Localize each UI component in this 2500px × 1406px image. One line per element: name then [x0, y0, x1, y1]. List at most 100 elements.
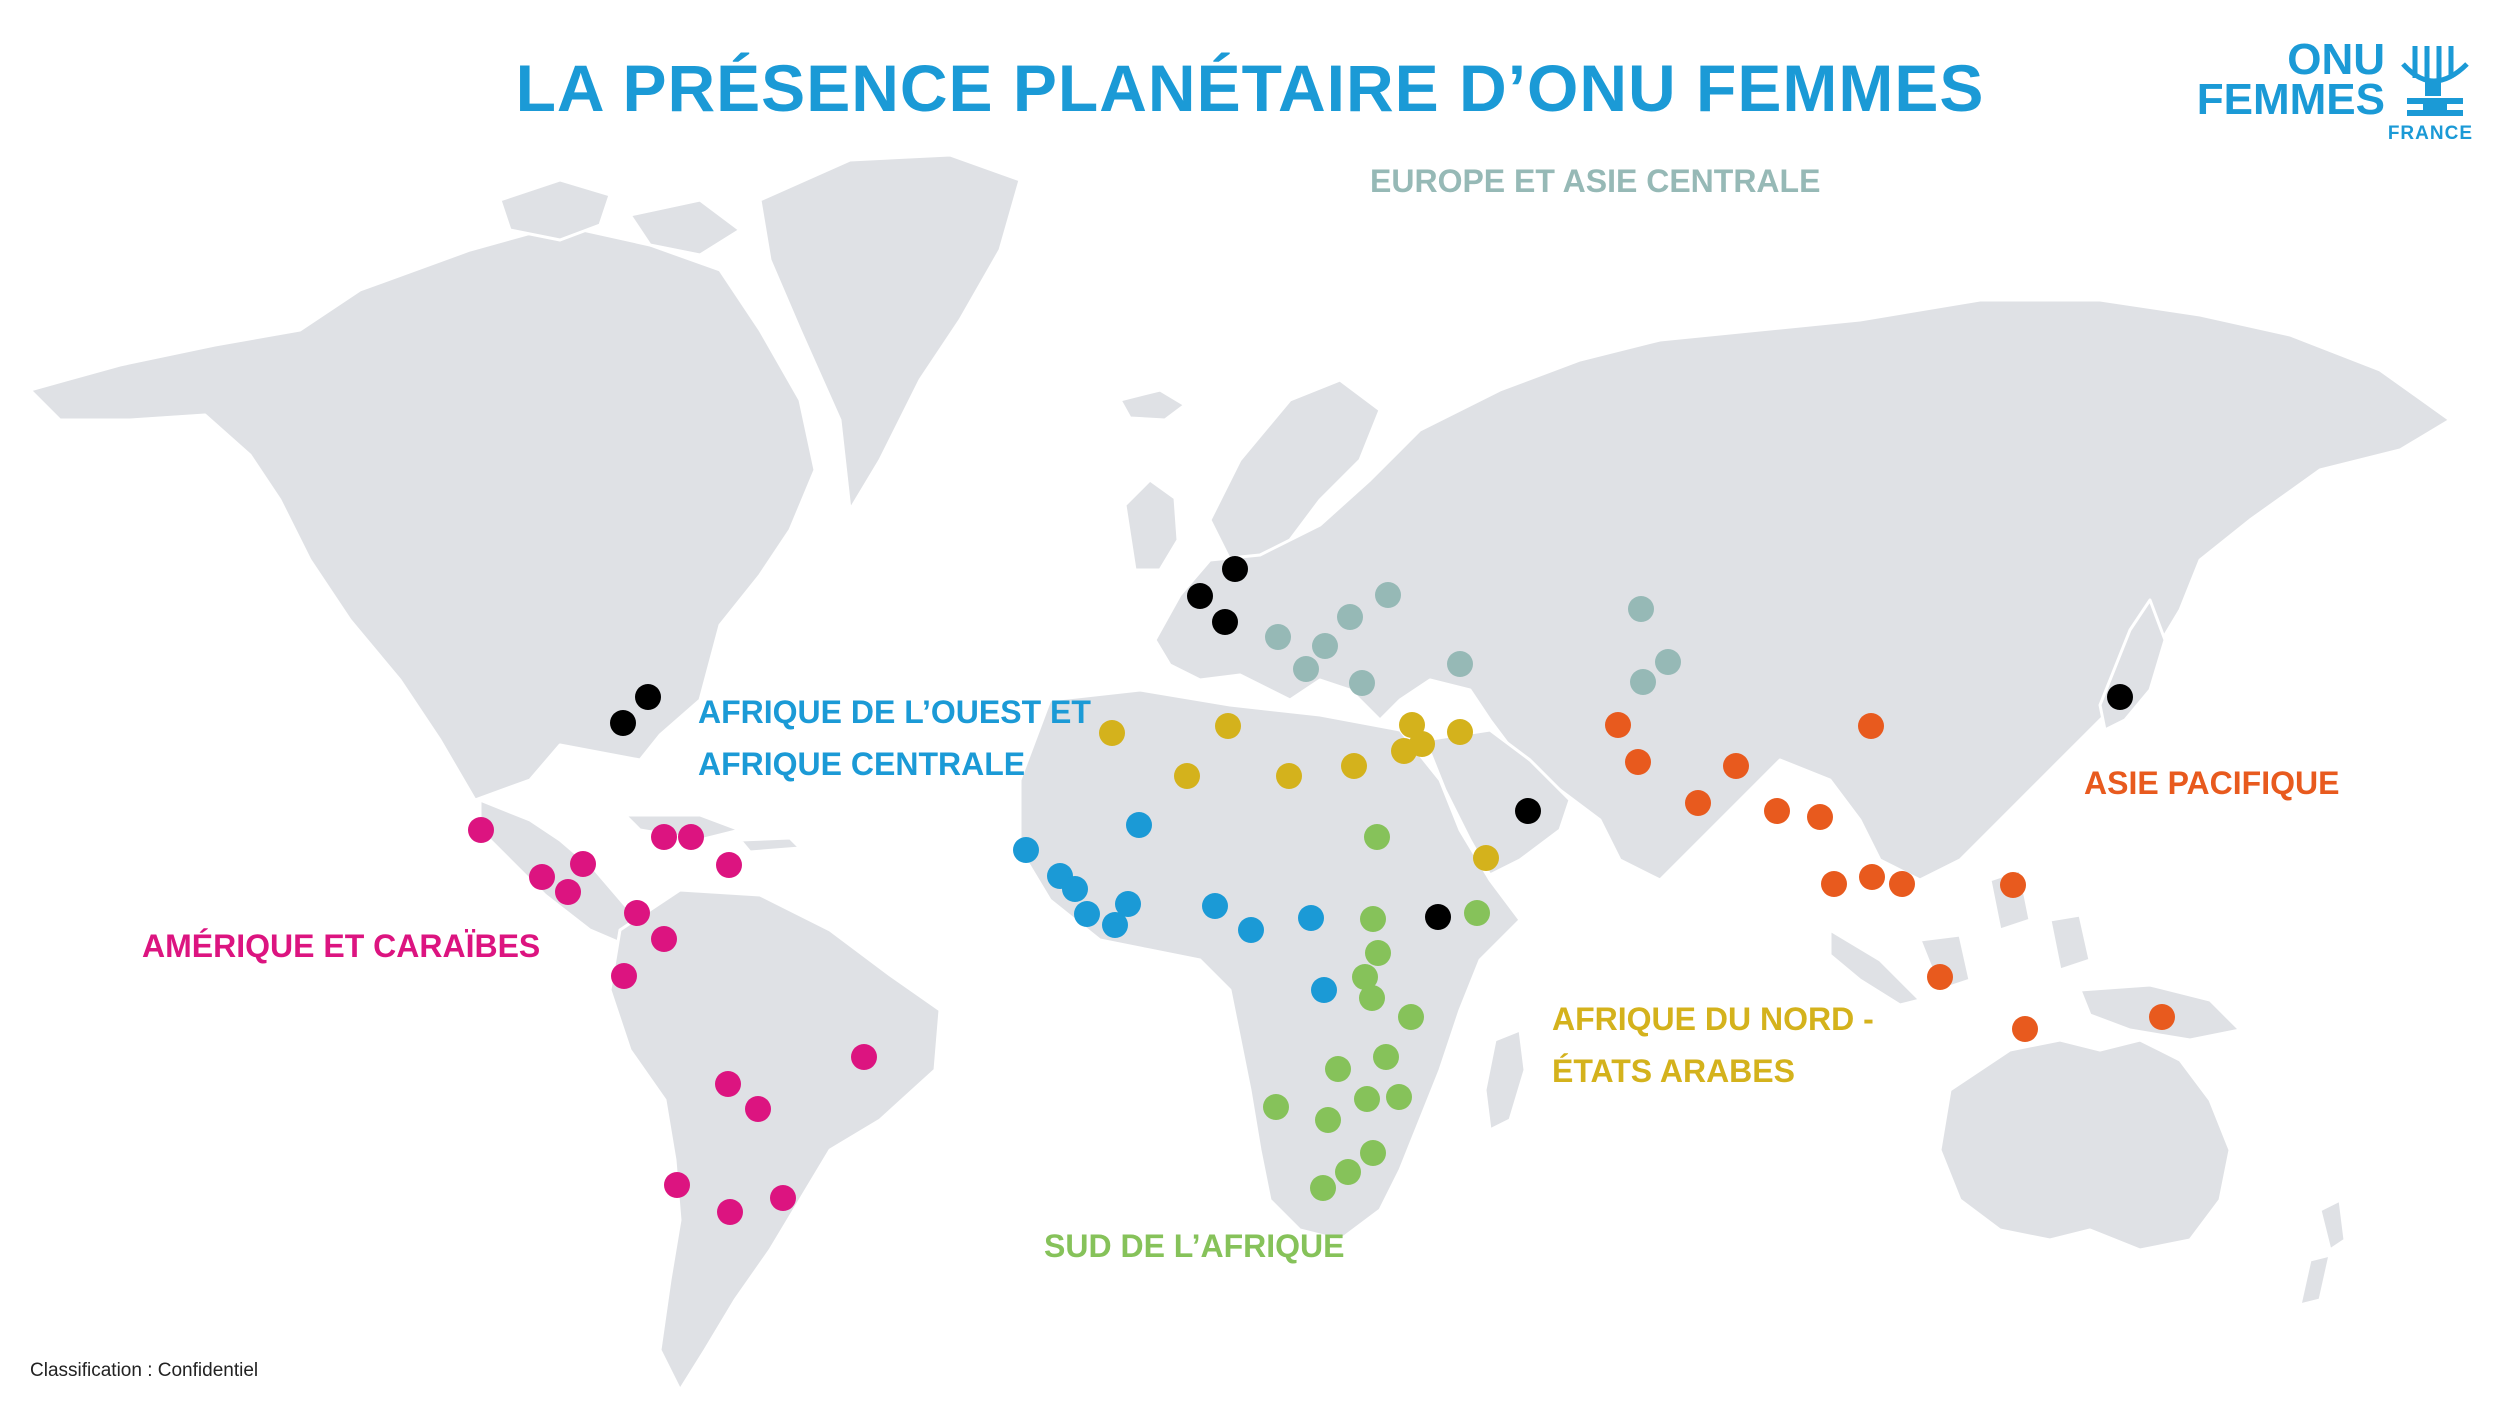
office-dot-asia-14 [2149, 1004, 2175, 1030]
logo-line-onu: ONU [2287, 35, 2385, 84]
office-dot-europe-1 [1375, 582, 1401, 608]
office-dot-north_africa-2 [1215, 713, 1241, 739]
office-dot-south_africa-11 [1386, 1084, 1412, 1110]
office-dots [468, 556, 2175, 1225]
southeast-asia-islands [1828, 868, 2092, 1007]
office-dot-west_africa-6 [1115, 891, 1141, 917]
north-america-landmass [28, 223, 817, 802]
office-dot-americas-4 [555, 879, 581, 905]
office-dot-south_africa-2 [1360, 906, 1386, 932]
eurasia-landmass [1153, 298, 2452, 882]
caribbean-islands [623, 813, 802, 854]
office-dot-americas-9 [651, 926, 677, 952]
office-dot-north_africa-3 [1174, 763, 1200, 789]
office-dot-west_africa-7 [1126, 812, 1152, 838]
office-dot-west_africa-4 [1074, 901, 1100, 927]
un-women-logo: ONU FEMMES FRANCE [2197, 35, 2475, 148]
region-label-line: AFRIQUE CENTRALE [698, 746, 1025, 782]
region-label-europe: EUROPE ET ASIE CENTRALE [1370, 163, 1820, 199]
office-dot-south_africa-10 [1354, 1086, 1380, 1112]
office-dot-americas-6 [678, 824, 704, 850]
office-dot-south_africa-9 [1325, 1056, 1351, 1082]
office-dot-hq-6 [1515, 798, 1541, 824]
region-labels: EUROPE ET ASIE CENTRALE AFRIQUE DE L’OUES… [142, 163, 2339, 1264]
office-dot-west_africa-5 [1102, 912, 1128, 938]
office-dot-hq-5 [1212, 609, 1238, 635]
office-dot-north_africa-9 [1447, 719, 1473, 745]
office-dot-west_africa-1 [1013, 837, 1039, 863]
office-dot-asia-3 [1685, 790, 1711, 816]
office-dot-americas-10 [611, 963, 637, 989]
office-dot-south_africa-12 [1263, 1094, 1289, 1120]
office-dot-south_africa-5 [1352, 964, 1378, 990]
office-dot-hq-2 [610, 710, 636, 736]
office-dot-americas-8 [624, 900, 650, 926]
office-dot-americas-7 [716, 852, 742, 878]
office-dot-europe-6 [1349, 670, 1375, 696]
office-dot-south_africa-4 [1365, 940, 1391, 966]
office-dot-west_africa-11 [1311, 977, 1337, 1003]
office-dot-americas-11 [851, 1044, 877, 1070]
office-dot-americas-5 [651, 824, 677, 850]
office-dot-europe-2 [1337, 604, 1363, 630]
office-dot-south_africa-14 [1360, 1140, 1386, 1166]
office-dot-west_africa-10 [1298, 905, 1324, 931]
office-dot-europe-4 [1312, 633, 1338, 659]
office-dot-south_africa-8 [1373, 1044, 1399, 1070]
region-label-line: AMÉRIQUE ET CARAÏBES [142, 928, 540, 964]
office-dot-americas-15 [717, 1199, 743, 1225]
madagascar-landmass [1483, 1028, 1527, 1132]
region-label-line: AFRIQUE DU NORD - [1552, 1001, 1874, 1037]
logo-line-femmes: FEMMES [2196, 75, 2385, 124]
office-dot-europe-3 [1265, 624, 1291, 650]
logo-line-france: FRANCE [2387, 123, 2473, 144]
iceland-landmass [1118, 388, 1187, 422]
region-label-asia: ASIE PACIFIQUE [2084, 765, 2339, 801]
office-dot-south_africa-3 [1464, 900, 1490, 926]
office-dot-asia-9 [1859, 864, 1885, 890]
office-dot-west_africa-9 [1238, 917, 1264, 943]
region-label-line: ASIE PACIFIQUE [2084, 765, 2339, 801]
canadian-arctic-islands [498, 178, 742, 257]
page-title: LA PRÉSENCE PLANÉTAIRE D’ONU FEMMES [515, 51, 1985, 125]
region-label-line: EUROPE ET ASIE CENTRALE [1370, 163, 1820, 199]
office-dot-asia-10 [1889, 871, 1915, 897]
office-dot-asia-4 [1723, 753, 1749, 779]
office-dot-asia-8 [1821, 871, 1847, 897]
office-dot-south_africa-7 [1398, 1004, 1424, 1030]
office-dot-americas-3 [570, 851, 596, 877]
office-dot-hq-4 [1187, 583, 1213, 609]
office-dot-europe-5 [1293, 656, 1319, 682]
south-america-landmass [608, 888, 942, 1392]
office-dot-asia-12 [1927, 964, 1953, 990]
office-dot-south_africa-15 [1335, 1159, 1361, 1185]
office-dot-hq-7 [1425, 904, 1451, 930]
office-dot-asia-7 [1858, 713, 1884, 739]
region-label-west_africa: AFRIQUE DE L’OUEST ET AFRIQUE CENTRALE [698, 694, 1091, 782]
office-dot-north_africa-10 [1473, 845, 1499, 871]
region-label-americas: AMÉRIQUE ET CARAÏBES [142, 928, 540, 964]
office-dot-americas-14 [664, 1172, 690, 1198]
office-dot-south_africa-1 [1364, 824, 1390, 850]
greenland-landmass [758, 153, 1022, 512]
office-dot-europe-7 [1628, 596, 1654, 622]
region-label-north_africa: AFRIQUE DU NORD - ÉTATS ARABES [1552, 1001, 1874, 1089]
office-dot-north_africa-4 [1276, 763, 1302, 789]
office-dot-west_africa-3 [1062, 876, 1088, 902]
office-dot-americas-2 [529, 864, 555, 890]
office-dot-asia-1 [1605, 712, 1631, 738]
region-label-line: ÉTATS ARABES [1552, 1053, 1795, 1089]
central-america-landmass [478, 798, 652, 947]
office-dot-south_africa-6 [1359, 985, 1385, 1011]
office-dot-north_africa-8 [1409, 731, 1435, 757]
australia-landmass [1938, 1038, 2232, 1252]
uk-ireland-landmass [1123, 478, 1180, 572]
office-dot-north_africa-1 [1099, 720, 1125, 746]
new-zealand-landmass [2298, 1198, 2347, 1307]
office-dot-europe-8 [1655, 649, 1681, 675]
office-dot-europe-10 [1447, 651, 1473, 677]
office-dot-asia-13 [2012, 1016, 2038, 1042]
office-dot-west_africa-8 [1202, 893, 1228, 919]
office-dot-south_africa-13 [1315, 1107, 1341, 1133]
